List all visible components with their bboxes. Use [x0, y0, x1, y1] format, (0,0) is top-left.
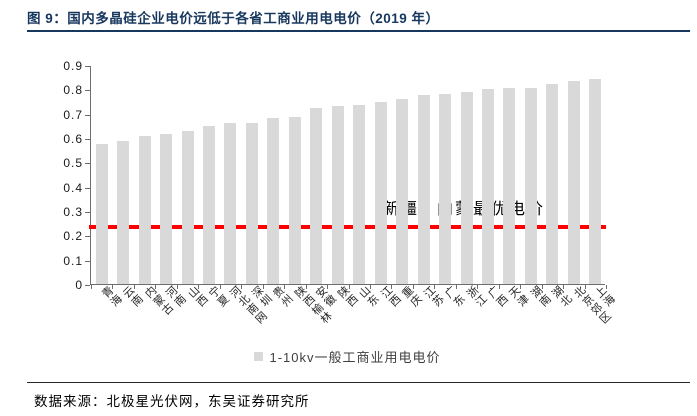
x-axis-tick-mark — [498, 285, 500, 289]
bar-内蒙古 — [138, 135, 151, 284]
x-axis-tick-mark — [584, 285, 586, 289]
y-axis-tick-label: 0 — [75, 278, 83, 292]
bar-河南 — [160, 134, 173, 284]
x-axis-tick-mark — [391, 285, 393, 289]
y-axis-tick-label: 0.2 — [63, 229, 83, 244]
bar-青海 — [95, 144, 108, 284]
x-axis-tick-mark — [176, 285, 178, 289]
x-axis-tick-mark — [112, 285, 114, 289]
x-axis-tick-mark — [477, 285, 479, 289]
x-axis-tick-mark — [327, 285, 329, 289]
figure-title: 图 9：国内多晶硅企业电价远低于各省工商业用电电价（2019 年） — [27, 11, 440, 26]
y-axis-tick-mark — [85, 163, 90, 165]
bar-重庆 — [396, 98, 409, 284]
y-axis-tick-mark — [85, 260, 90, 262]
y-axis-tick-mark — [85, 285, 90, 286]
footer-divider — [27, 382, 690, 383]
y-axis-tick-mark — [85, 90, 90, 92]
bar-安徽 — [310, 107, 323, 284]
x-axis-tick-mark — [369, 285, 371, 289]
bar-上海 — [589, 79, 602, 284]
x-axis-tick-mark — [198, 285, 200, 289]
x-axis-tick-mark — [241, 285, 243, 289]
bar-北京郊区 — [567, 81, 580, 284]
bar-深圳 — [245, 122, 258, 284]
bar-广东 — [439, 93, 452, 284]
x-axis-tick-mark — [91, 285, 92, 289]
x-axis-tick-mark — [133, 285, 135, 289]
bar-山东 — [353, 104, 366, 284]
x-axis-tick-mark — [434, 285, 436, 289]
bar-江苏 — [417, 94, 430, 284]
bar-湖北 — [546, 83, 559, 284]
bar-天津 — [503, 88, 516, 284]
bar-江西 — [374, 102, 387, 284]
y-axis-tick-mark — [85, 114, 90, 116]
bar-山西 — [181, 131, 194, 284]
bar-贵州 — [267, 117, 280, 284]
x-axis-tick-mark — [284, 285, 286, 289]
y-axis-tick-label: 0.4 — [63, 180, 83, 195]
x-axis-tick-mark — [305, 285, 307, 289]
x-axis-tick-mark — [219, 285, 221, 289]
x-axis-tick-mark — [412, 285, 414, 289]
bar-宁夏 — [203, 125, 216, 284]
legend-label: 1-10kv一般工商业用电电价 — [269, 350, 441, 365]
y-axis-tick-label: 0.8 — [63, 83, 83, 98]
x-axis-tick-mark — [520, 285, 522, 289]
legend-marker-icon — [254, 352, 264, 361]
y-axis-tick-mark — [85, 187, 90, 189]
bar-湖南 — [524, 87, 537, 284]
bar-云南 — [117, 141, 130, 284]
reference-line — [89, 224, 606, 229]
x-axis-tick-mark — [348, 285, 350, 289]
y-axis-tick-label: 0.3 — [63, 205, 83, 219]
y-axis-tick-label: 0.9 — [63, 59, 83, 73]
bar-河北南网 — [224, 123, 237, 284]
bar-陕西 — [331, 105, 344, 284]
data-source-text: 数据来源：北极星光伏网，东吴证券研究所 — [34, 394, 310, 409]
x-axis-tick-mark — [262, 285, 264, 289]
y-axis-tick-mark — [85, 66, 90, 67]
x-axis-tick-mark — [541, 285, 543, 289]
title-divider — [27, 30, 690, 32]
y-axis-tick-mark — [85, 139, 90, 140]
bar-广西 — [481, 89, 494, 284]
y-axis-tick-label: 0.7 — [63, 107, 83, 122]
y-axis-tick-label: 0.6 — [63, 132, 83, 146]
y-axis-tick-mark — [85, 212, 90, 213]
plot-area: 新疆、内蒙最优电价 青海云南内蒙古河南山西宁夏河北南网深圳贵州陕西榆林安徽陕西山… — [89, 66, 617, 327]
x-axis-tick-mark — [155, 285, 157, 289]
bar-陕西榆林 — [288, 117, 301, 284]
x-axis-tick-mark — [563, 285, 565, 289]
x-axis-tick-mark — [606, 285, 607, 289]
y-axis-tick-label: 0.1 — [63, 253, 83, 268]
y-axis-tick-mark — [85, 236, 90, 238]
y-axis-tick-label: 0.5 — [63, 156, 83, 171]
bar-浙江 — [460, 91, 473, 284]
chart-legend: 1-10kv一般工商业用电电价 — [90, 347, 605, 366]
x-axis-tick-mark — [455, 285, 457, 289]
